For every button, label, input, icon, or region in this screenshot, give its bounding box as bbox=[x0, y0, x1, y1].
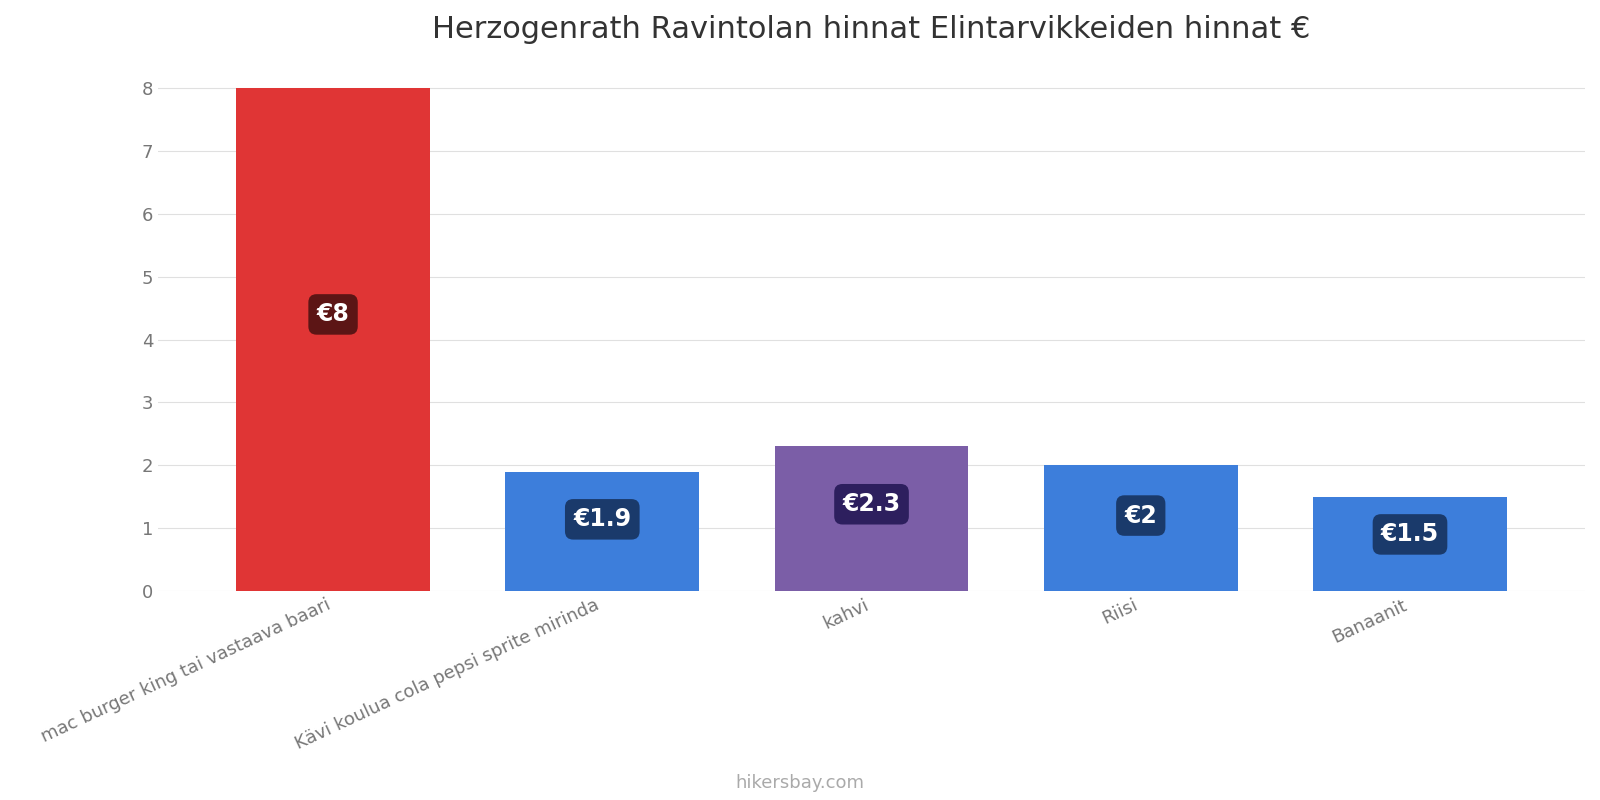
Bar bbox=[506, 471, 699, 591]
Text: €2.3: €2.3 bbox=[843, 492, 901, 516]
Text: hikersbay.com: hikersbay.com bbox=[736, 774, 864, 792]
Bar bbox=[1043, 466, 1238, 591]
Bar bbox=[1314, 497, 1507, 591]
Text: €1.9: €1.9 bbox=[573, 507, 632, 531]
Text: €1.5: €1.5 bbox=[1381, 522, 1438, 546]
Bar bbox=[774, 446, 968, 591]
Bar bbox=[237, 88, 430, 591]
Title: Herzogenrath Ravintolan hinnat Elintarvikkeiden hinnat €: Herzogenrath Ravintolan hinnat Elintarvi… bbox=[432, 15, 1310, 44]
Text: €8: €8 bbox=[317, 302, 349, 326]
Text: €2: €2 bbox=[1125, 503, 1157, 527]
